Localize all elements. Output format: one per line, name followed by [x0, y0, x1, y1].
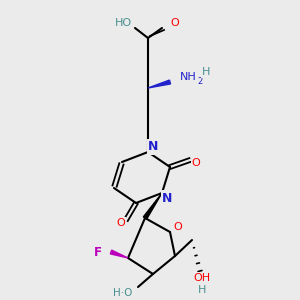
Text: O: O [174, 222, 182, 232]
Text: N: N [148, 140, 158, 154]
Polygon shape [148, 80, 170, 88]
Text: 2: 2 [197, 77, 202, 86]
Text: H·O: H·O [113, 288, 133, 298]
Text: OH: OH [194, 273, 211, 283]
Text: O: O [192, 158, 200, 168]
Text: H: H [198, 285, 206, 295]
Text: O: O [171, 18, 179, 28]
Text: H: H [202, 67, 210, 77]
Text: NH: NH [180, 72, 196, 82]
Polygon shape [143, 193, 162, 219]
Text: F: F [94, 245, 102, 259]
Text: O: O [117, 218, 125, 228]
Text: HO: HO [114, 18, 132, 28]
Polygon shape [110, 250, 128, 258]
Text: N: N [162, 191, 172, 205]
